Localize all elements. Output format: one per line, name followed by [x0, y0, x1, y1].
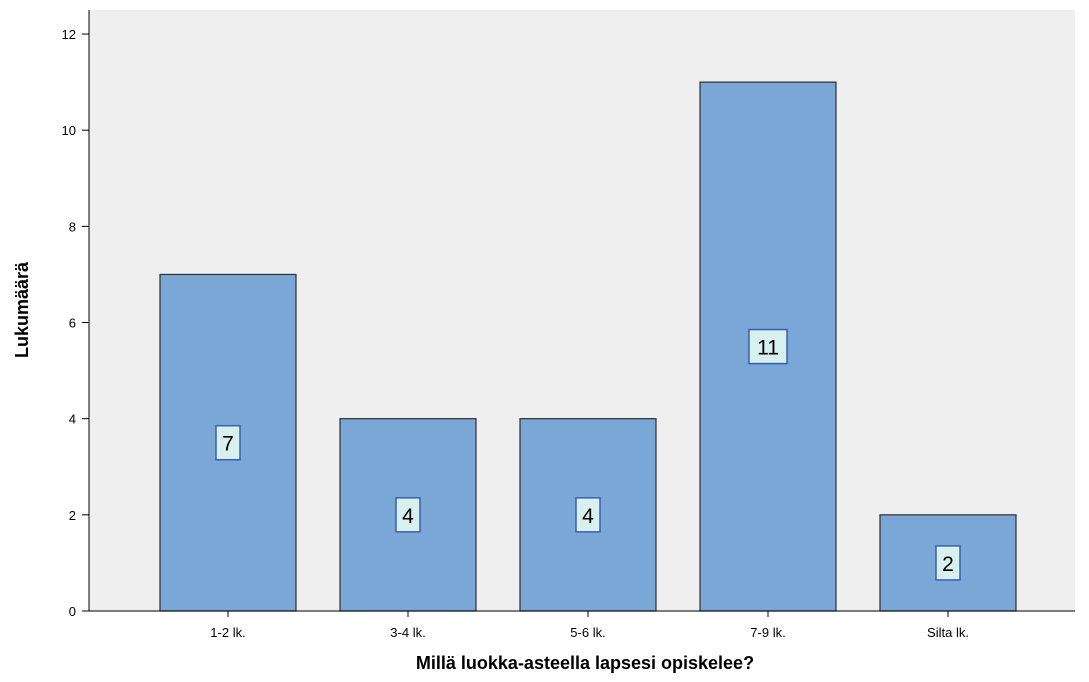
data-label: 4	[582, 505, 594, 528]
x-tick-label: 7-9 lk.	[750, 625, 785, 640]
y-axis-title: Lukumäärä	[12, 261, 32, 358]
data-label-box	[935, 545, 961, 581]
data-label-box	[395, 497, 421, 533]
data-labels-layer: 7 4 4 11 2	[215, 328, 961, 581]
data-label: 7	[222, 433, 234, 456]
x-axis: 1-2 lk. 3-4 lk. 5-6 lk. 7-9 lk. Silta lk.	[89, 610, 1075, 640]
data-label: 2	[942, 553, 954, 576]
x-tick-label: 1-2 lk.	[210, 625, 245, 640]
data-label-box	[575, 497, 601, 533]
x-tick-label: 5-6 lk.	[570, 625, 605, 640]
y-tick-label: 4	[69, 412, 76, 427]
data-label: 11	[757, 337, 779, 360]
y-axis: 0 2 4 6 8 10 12	[62, 10, 90, 619]
data-label-box	[215, 424, 241, 461]
data-label-box	[748, 328, 788, 365]
x-tick-label: Silta lk.	[927, 625, 969, 640]
y-tick-label: 2	[69, 508, 76, 523]
y-tick-label: 12	[62, 27, 76, 42]
y-tick-label: 0	[69, 604, 76, 619]
y-tick-label: 6	[69, 316, 76, 331]
y-tick-label: 10	[62, 123, 76, 138]
data-label: 4	[402, 505, 414, 528]
x-axis-title: Millä luokka-asteella lapsesi opiskelee?	[416, 653, 754, 673]
x-tick-label: 3-4 lk.	[390, 625, 425, 640]
y-tick-label: 8	[69, 219, 76, 234]
